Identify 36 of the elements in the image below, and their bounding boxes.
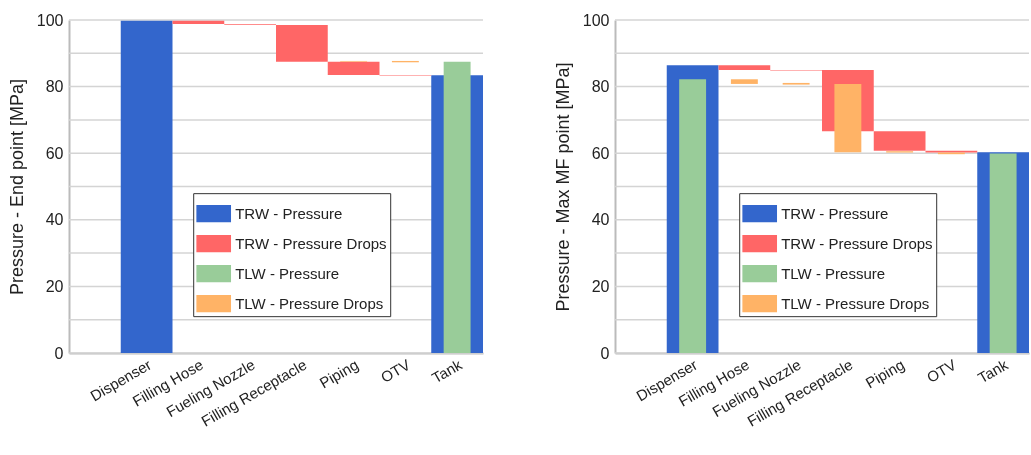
y-tick-label: 20 [591, 277, 610, 295]
bar [730, 79, 758, 84]
bar [120, 20, 173, 353]
bar [276, 25, 328, 62]
y-tick-label: 0 [600, 344, 610, 362]
y-axis-title: Pressure - End point [MPa] [6, 78, 27, 296]
bar [327, 61, 380, 75]
y-tick-label: 60 [591, 144, 610, 162]
y-tick-label: 20 [45, 277, 64, 295]
legend-label: TRW - Pressure [781, 204, 889, 222]
y-tick-label: 40 [591, 211, 610, 229]
legend-label: TLW - Pressure [781, 264, 886, 282]
legend-label: TRW - Pressure Drops [235, 234, 387, 252]
y-tick-label: 40 [45, 211, 64, 229]
y-tick-label: 0 [54, 344, 64, 362]
bar [443, 61, 471, 353]
legend-label: TLW - Pressure Drops [781, 294, 930, 312]
x-tick-label: Tank [428, 355, 466, 387]
legend-label: TRW - Pressure [235, 204, 343, 222]
x-tick-label: OTV [923, 355, 959, 386]
y-axis-title: Pressure - Max MF point [MPa] [552, 62, 573, 312]
bar [989, 153, 1017, 353]
y-tick-label: 80 [45, 78, 64, 96]
x-tick-label: Tank [974, 355, 1012, 387]
bar [679, 79, 707, 353]
x-tick-label: OTV [377, 355, 413, 386]
legend-label: TLW - Pressure [235, 264, 340, 282]
bar [873, 131, 926, 151]
bar [834, 83, 862, 153]
y-tick-label: 100 [582, 11, 610, 29]
y-tick-label: 100 [36, 11, 64, 29]
y-tick-label: 80 [591, 78, 610, 96]
bar [718, 65, 771, 70]
y-tick-label: 60 [45, 144, 64, 162]
legend-label: TLW - Pressure Drops [235, 294, 384, 312]
legend-label: TRW - Pressure Drops [781, 234, 933, 252]
